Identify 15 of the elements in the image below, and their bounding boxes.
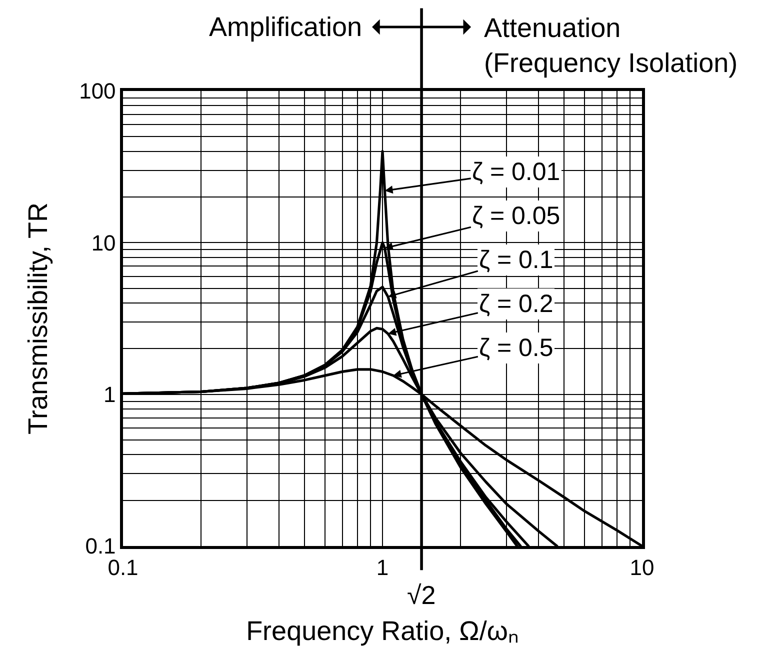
x-tick-label: 10 [630, 555, 654, 580]
x-axis-title: Frequency Ratio, Ω/ωₙ [246, 616, 519, 646]
ref-line-label: √2 [407, 580, 436, 610]
text: Amplification [209, 12, 362, 42]
annotation: ζ = 0.05 [472, 202, 560, 230]
annotation: ζ = 0.5 [479, 334, 554, 362]
annotation: ζ = 0.1 [479, 246, 554, 274]
y-tick-label: 10 [91, 230, 116, 256]
y-tick-label: 1 [104, 382, 116, 408]
y-axis-title: Transmissibility, TR [23, 202, 54, 435]
x-tick-label: 1 [376, 555, 389, 580]
annotation: ζ = 0.2 [479, 290, 554, 318]
y-tick-label: 100 [79, 78, 116, 104]
text: Attenuation (Frequency Isolation) [484, 13, 738, 78]
annotation: ζ = 0.01 [472, 158, 560, 186]
